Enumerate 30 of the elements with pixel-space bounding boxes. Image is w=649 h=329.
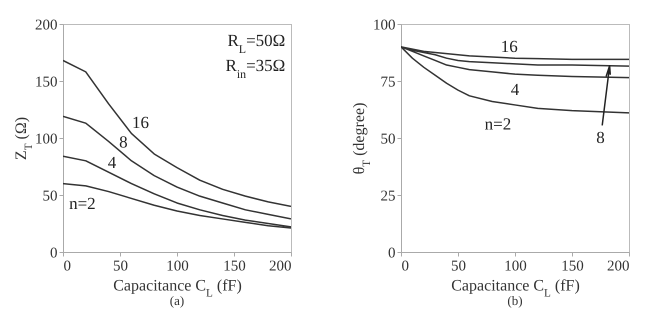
y-tick-label: 100 [373, 18, 396, 34]
x-tick-label: 0 [402, 258, 409, 274]
series-label: 16 [500, 36, 518, 56]
x-tick-label: 150 [561, 258, 584, 274]
x-tick-label: 50 [113, 258, 128, 274]
y-tick-label: 150 [35, 74, 58, 90]
series-label: n=2 [484, 114, 512, 134]
y-tick-label: 0 [50, 246, 58, 262]
series-label: 4 [108, 153, 117, 172]
y-tick-label: 50 [380, 132, 396, 148]
series-label: n=2 [69, 194, 96, 214]
series-label: 8 [119, 132, 128, 152]
x-tick-label: 0 [64, 258, 71, 274]
y-tick-label: 75 [380, 74, 396, 90]
y-tick-label: 25 [380, 188, 396, 204]
annotation: R$_{L}$=50Ω [227, 31, 286, 56]
y-tick-label: 0 [388, 246, 396, 262]
x-tick-label: 200 [607, 258, 630, 274]
series-label: 16 [132, 113, 150, 132]
x-tick-label: 200 [269, 258, 292, 274]
y-tick-label: 100 [35, 132, 58, 148]
x-tick-label: 100 [504, 258, 527, 274]
x-tick-label: 50 [451, 258, 466, 274]
text: 8 [596, 128, 605, 147]
x-tick-label: 150 [223, 258, 246, 274]
x-tick-label: 100 [166, 258, 189, 274]
annotation: R$_{in}$=35Ω [225, 56, 286, 82]
y-tick-label: 200 [35, 18, 58, 34]
y-tick-label: 50 [42, 188, 58, 204]
series-label: 4 [510, 80, 520, 100]
